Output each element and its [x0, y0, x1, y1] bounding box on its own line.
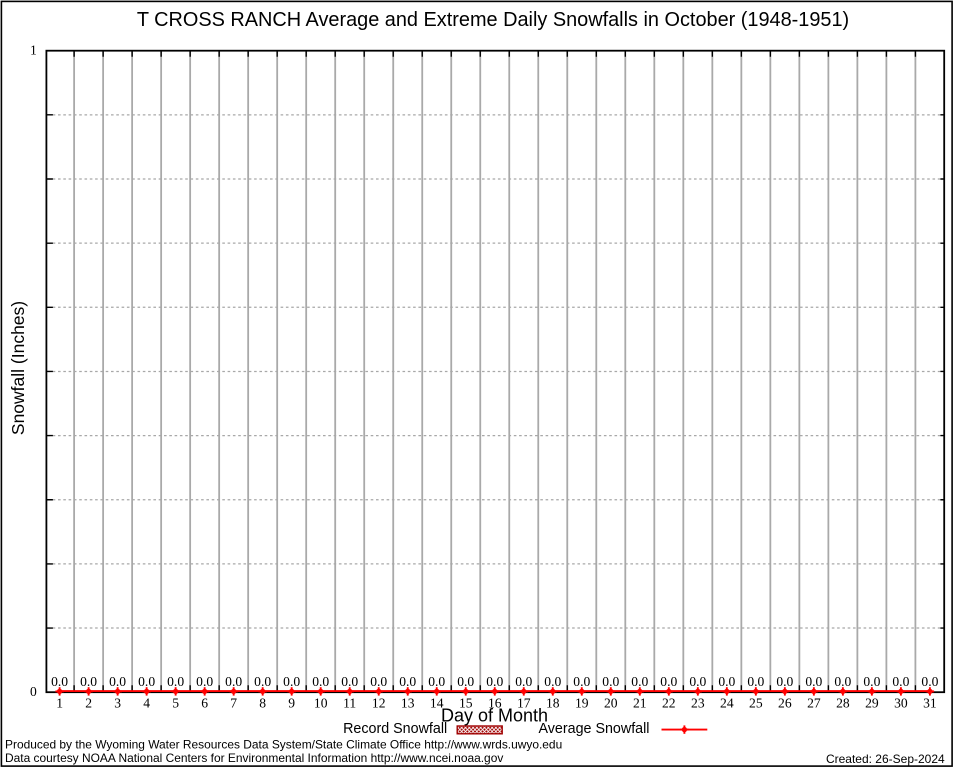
svg-text:0.0: 0.0 — [370, 674, 387, 689]
svg-text:22: 22 — [662, 696, 676, 711]
svg-text:0.0: 0.0 — [428, 674, 445, 689]
svg-text:0.0: 0.0 — [863, 674, 880, 689]
svg-text:0.0: 0.0 — [515, 674, 532, 689]
svg-text:0.0: 0.0 — [109, 674, 126, 689]
svg-text:0.0: 0.0 — [486, 674, 503, 689]
svg-text:27: 27 — [807, 696, 821, 711]
svg-text:Average Snowfall: Average Snowfall — [538, 721, 649, 737]
svg-text:24: 24 — [720, 696, 734, 711]
svg-text:Snowfall (Inches): Snowfall (Inches) — [8, 301, 28, 435]
svg-text:0.0: 0.0 — [399, 674, 416, 689]
svg-text:1: 1 — [30, 42, 37, 57]
svg-text:26: 26 — [778, 696, 792, 711]
svg-text:10: 10 — [314, 696, 328, 711]
svg-text:25: 25 — [749, 696, 763, 711]
svg-text:14: 14 — [430, 696, 444, 711]
svg-text:0.0: 0.0 — [892, 674, 909, 689]
svg-text:2: 2 — [85, 696, 92, 711]
svg-text:0.0: 0.0 — [254, 674, 271, 689]
svg-text:Created: 26-Sep-2024: Created: 26-Sep-2024 — [826, 752, 945, 766]
svg-text:7: 7 — [230, 696, 237, 711]
svg-text:0.0: 0.0 — [776, 674, 793, 689]
svg-text:5: 5 — [172, 696, 179, 711]
svg-text:0.0: 0.0 — [51, 674, 68, 689]
svg-text:0.0: 0.0 — [631, 674, 648, 689]
svg-text:0.0: 0.0 — [457, 674, 474, 689]
svg-text:15: 15 — [459, 696, 473, 711]
svg-text:0.0: 0.0 — [834, 674, 851, 689]
svg-text:0.0: 0.0 — [805, 674, 822, 689]
svg-text:0.0: 0.0 — [225, 674, 242, 689]
svg-text:8: 8 — [259, 696, 266, 711]
svg-text:0.0: 0.0 — [196, 674, 213, 689]
svg-text:13: 13 — [401, 696, 415, 711]
svg-text:0.0: 0.0 — [689, 674, 706, 689]
svg-text:0.0: 0.0 — [660, 674, 677, 689]
svg-text:0.0: 0.0 — [718, 674, 735, 689]
svg-text:23: 23 — [691, 696, 705, 711]
svg-text:Produced by the Wyoming Water: Produced by the Wyoming Water Resources … — [5, 737, 562, 751]
svg-text:0.0: 0.0 — [138, 674, 155, 689]
svg-text:Day of Month: Day of Month — [441, 705, 548, 725]
svg-text:9: 9 — [288, 696, 295, 711]
svg-text:4: 4 — [143, 696, 150, 711]
svg-text:0.0: 0.0 — [602, 674, 619, 689]
svg-text:0.0: 0.0 — [921, 674, 938, 689]
svg-text:20: 20 — [604, 696, 618, 711]
svg-text:31: 31 — [923, 696, 937, 711]
svg-text:0.0: 0.0 — [80, 674, 97, 689]
svg-text:T CROSS RANCH Average and Extr: T CROSS RANCH Average and Extreme Daily … — [137, 9, 849, 31]
svg-text:0.0: 0.0 — [573, 674, 590, 689]
svg-text:17: 17 — [517, 696, 531, 711]
svg-text:30: 30 — [894, 696, 908, 711]
svg-text:3: 3 — [114, 696, 121, 711]
svg-text:6: 6 — [201, 696, 208, 711]
svg-text:0.0: 0.0 — [167, 674, 184, 689]
svg-text:28: 28 — [836, 696, 850, 711]
svg-text:19: 19 — [575, 696, 589, 711]
svg-text:0: 0 — [30, 684, 37, 699]
svg-text:0.0: 0.0 — [312, 674, 329, 689]
svg-text:29: 29 — [865, 696, 879, 711]
svg-text:0.0: 0.0 — [747, 674, 764, 689]
svg-text:12: 12 — [372, 696, 386, 711]
svg-text:0.0: 0.0 — [341, 674, 358, 689]
svg-text:16: 16 — [488, 696, 502, 711]
svg-text:0.0: 0.0 — [283, 674, 300, 689]
svg-text:11: 11 — [343, 696, 356, 711]
svg-text:21: 21 — [633, 696, 647, 711]
svg-text:1: 1 — [56, 696, 63, 711]
svg-text:Data courtesy NOAA National Ce: Data courtesy NOAA National Centers for … — [5, 751, 503, 765]
svg-text:Record Snowfall: Record Snowfall — [343, 721, 447, 737]
svg-text:0.0: 0.0 — [544, 674, 561, 689]
svg-text:18: 18 — [546, 696, 560, 711]
